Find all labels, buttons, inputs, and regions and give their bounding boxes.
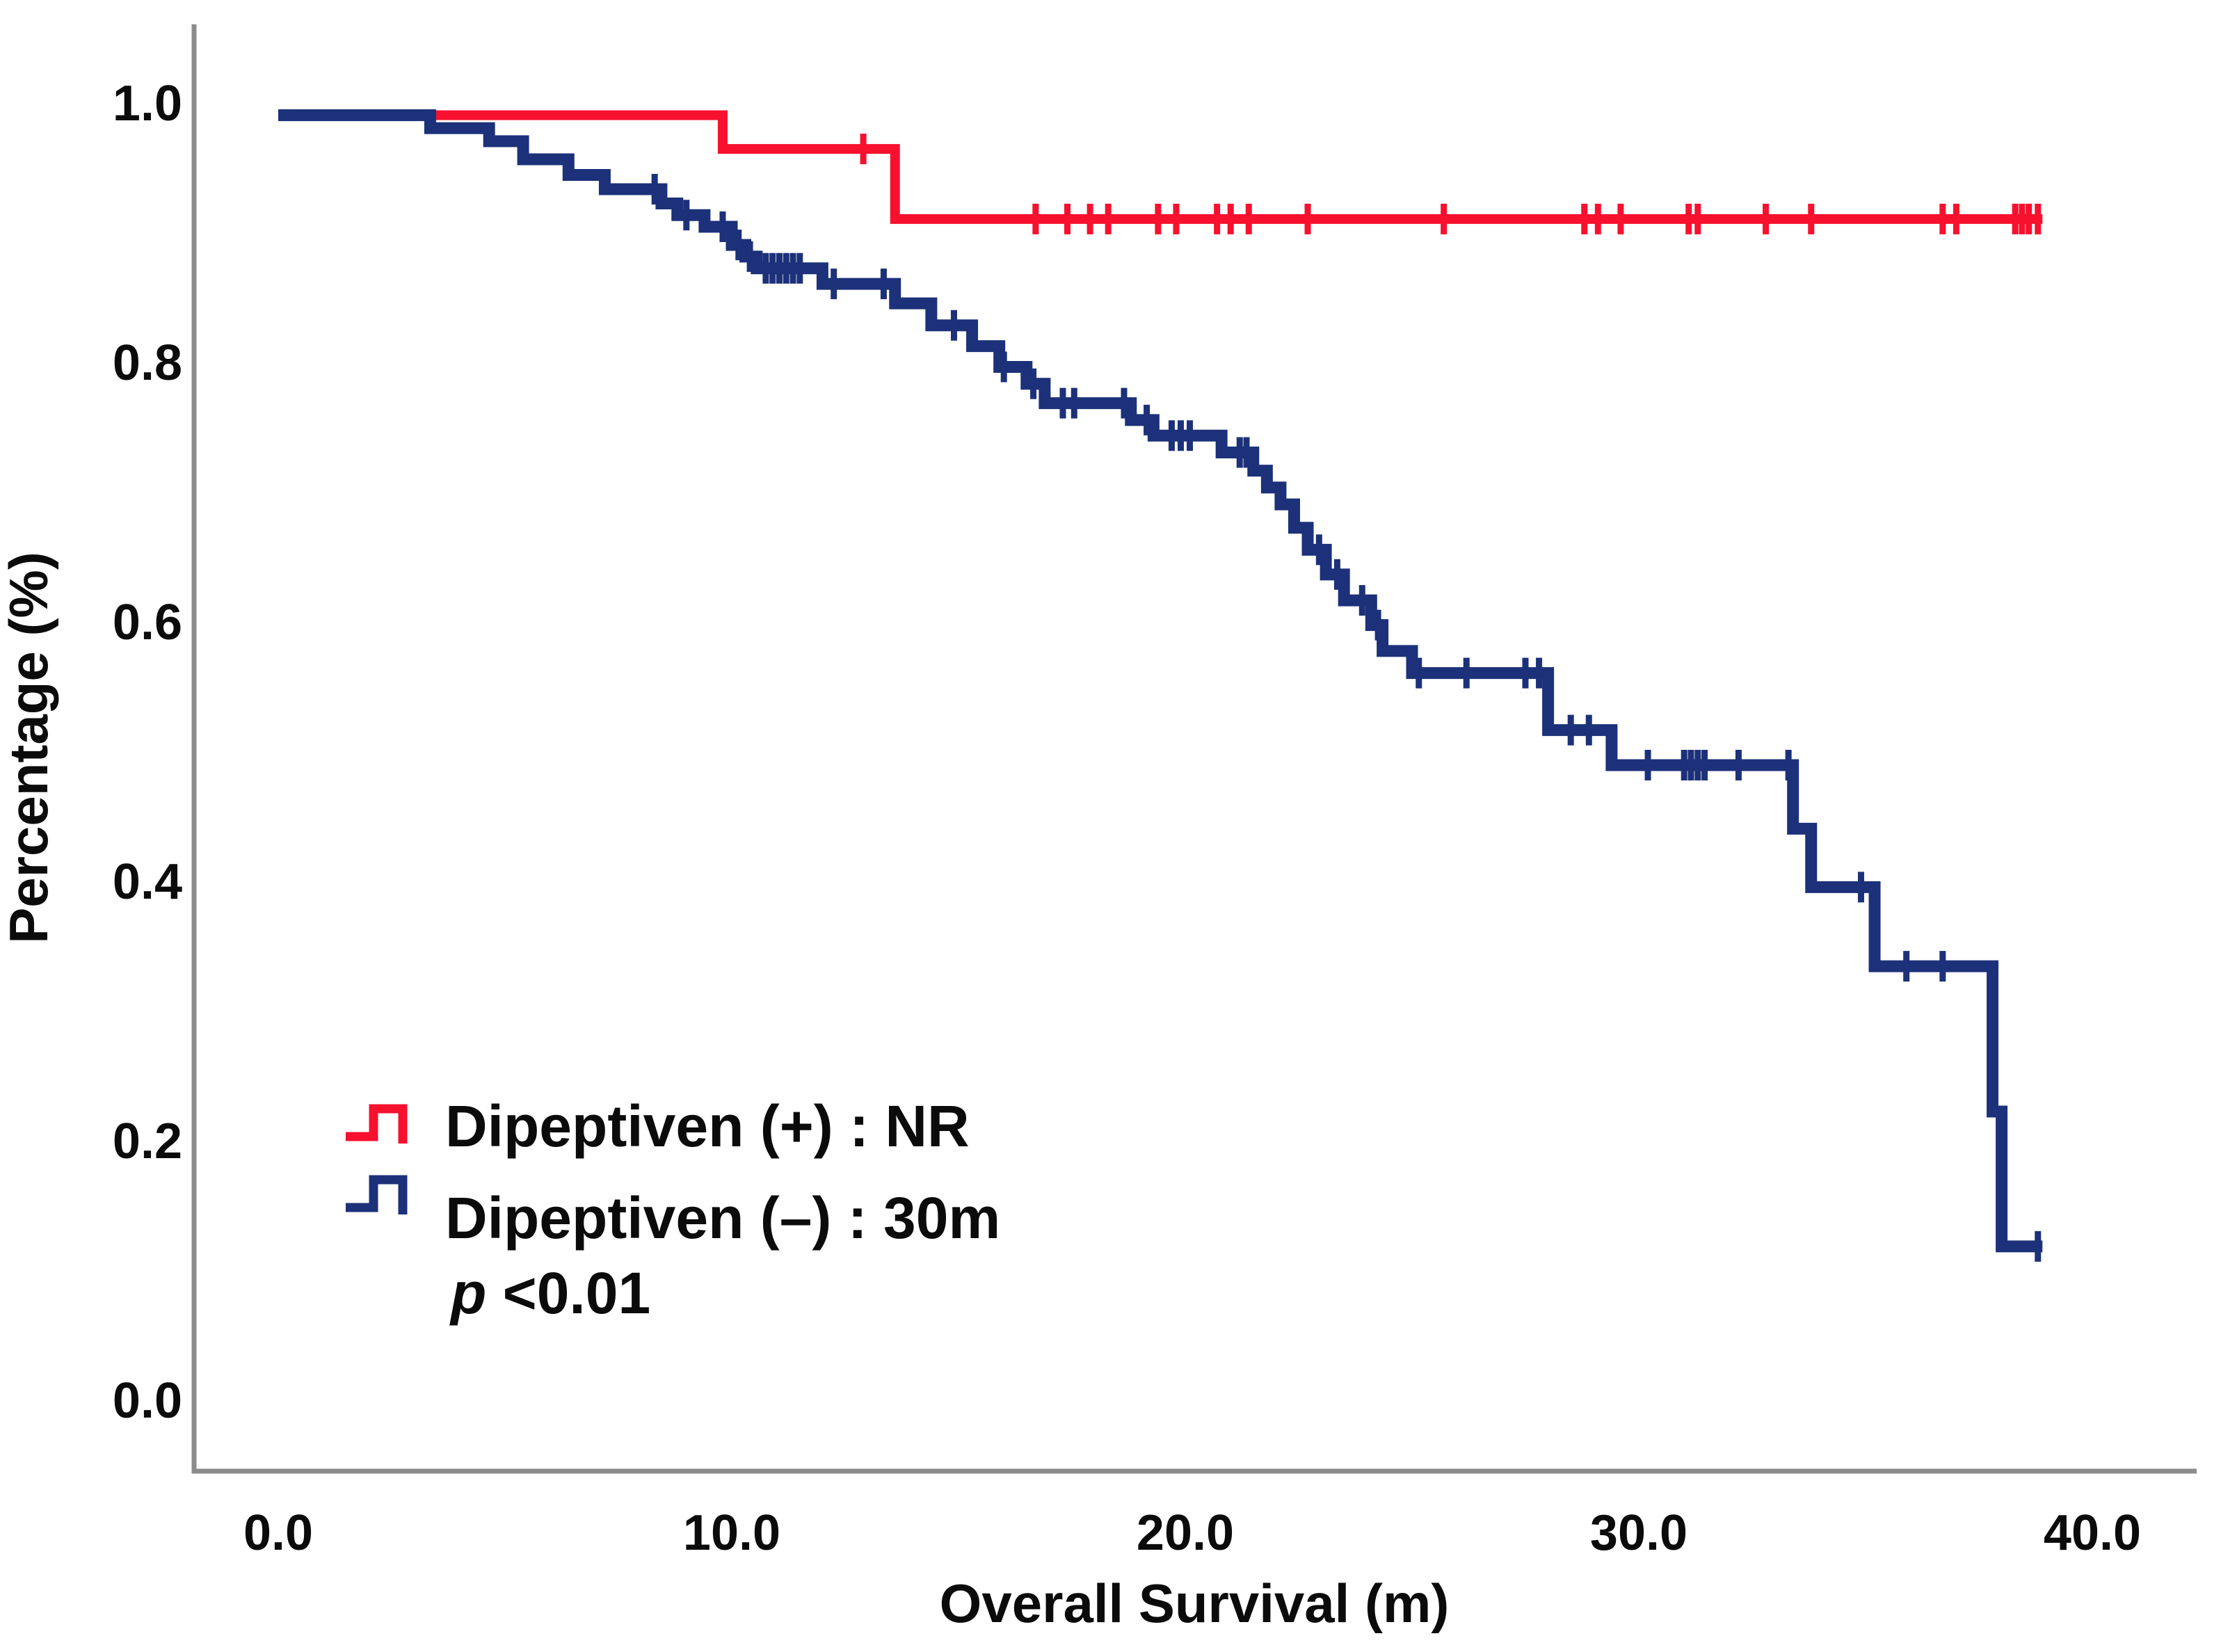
y-tick-labels: 1.0 0.8 0.6 0.4 0.2 0.0	[113, 76, 182, 1429]
p-symbol: p	[449, 1260, 486, 1326]
x-tick-label: 0.0	[243, 1505, 313, 1561]
x-axis-title: Overall Survival (m)	[940, 1573, 1450, 1634]
x-tick-label: 30.0	[1590, 1505, 1687, 1561]
censor-marks-layer	[651, 134, 2042, 1262]
x-tick-label: 10.0	[683, 1505, 780, 1561]
km-curve-dipeptiven-minus	[278, 109, 2043, 1253]
x-tick-labels: 0.0 10.0 20.0 30.0 40.0	[243, 1505, 2141, 1561]
legend-key-blue-icon	[346, 1175, 408, 1214]
km-curve-dipeptiven-plus	[278, 110, 2043, 224]
y-tick-label: 0.6	[113, 595, 182, 650]
p-value-annotation: p <0.01	[449, 1260, 650, 1326]
y-tick-label: 0.0	[113, 1373, 182, 1429]
legend-key-red-icon	[346, 1104, 408, 1144]
legend: Dipeptiven (+) : NR Dipeptiven (–) : 30m…	[346, 1093, 1000, 1326]
y-tick-label: 0.2	[113, 1114, 182, 1169]
y-axis-title: Percentage (%)	[0, 552, 59, 944]
legend-label-blue: Dipeptiven (–) : 30m	[445, 1185, 1000, 1251]
y-tick-label: 0.4	[113, 854, 182, 910]
y-tick-label: 1.0	[113, 76, 182, 131]
legend-label-red: Dipeptiven (+) : NR	[445, 1093, 970, 1159]
p-value-text: <0.01	[486, 1260, 650, 1326]
x-tick-label: 40.0	[2044, 1505, 2141, 1561]
x-tick-label: 20.0	[1137, 1505, 1234, 1561]
y-tick-label: 0.8	[113, 335, 182, 391]
curves-layer	[278, 109, 2043, 1253]
